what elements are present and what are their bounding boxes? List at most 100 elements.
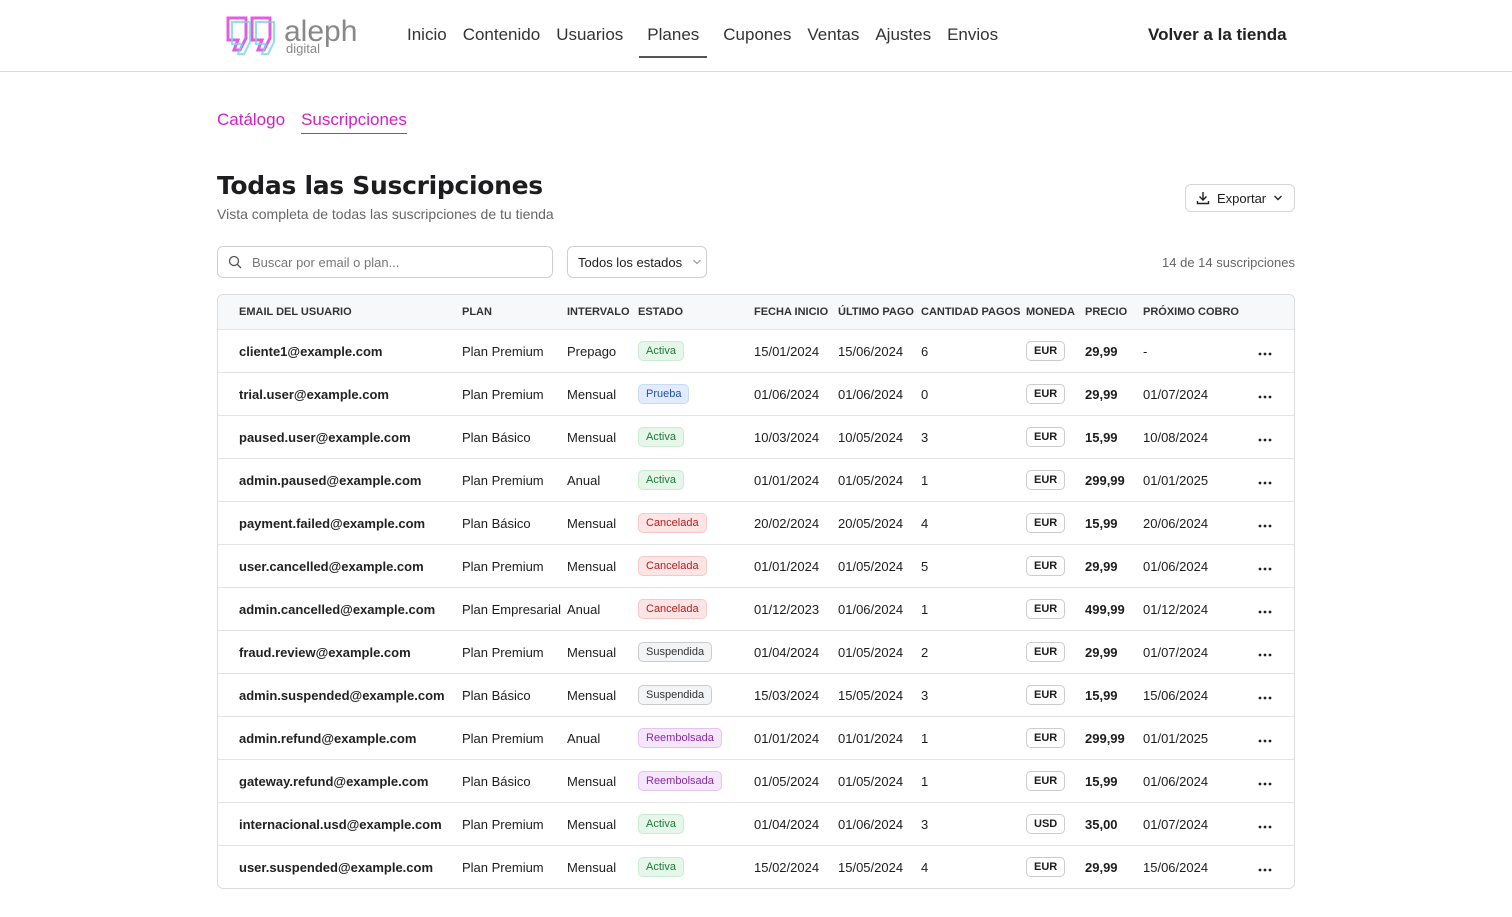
cell-text: 01/07/2024 [1143, 386, 1209, 402]
more-icon [1258, 739, 1272, 742]
cell-text: 20/02/2024 [754, 515, 820, 531]
cell-text: 29,99 [1085, 343, 1118, 359]
nav-link[interactable]: Envios [947, 25, 999, 44]
table-cell: EUR [1026, 427, 1085, 447]
table-cell: 01/12/2023 [754, 602, 838, 617]
row-actions[interactable] [1258, 516, 1294, 531]
row-actions[interactable] [1258, 602, 1294, 617]
cell-text: 01/07/2024 [1143, 816, 1209, 832]
result-count: 14 de 14 suscripciones [1162, 255, 1295, 270]
row-actions[interactable] [1258, 731, 1294, 746]
table-cell: 01/01/2024 [754, 731, 838, 746]
table-cell: Plan Premium [462, 645, 567, 660]
search-input[interactable]: Buscar por email o plan... [217, 246, 553, 278]
more-icon [1258, 481, 1272, 484]
more-icon [1258, 696, 1272, 699]
status-badge: Suspendida [638, 685, 713, 705]
table-cell: 4 [921, 860, 1026, 875]
cell-text: 1 [921, 472, 929, 488]
status-badge: Activa [638, 427, 684, 447]
column-header: ESTADO [638, 306, 684, 318]
table-cell: Cancelada [638, 599, 754, 619]
table-cell: user.suspended@example.com [239, 860, 462, 875]
table-row: cliente1@example.com Plan Premium Prepago A… [218, 329, 1294, 372]
currency-badge: EUR [1026, 642, 1066, 662]
column-header: FECHA INICIO [754, 306, 829, 318]
tabs: Catálogo Suscripciones [217, 110, 407, 134]
table-row: admin.suspended@example.com Plan Básico Me… [218, 673, 1294, 716]
table-cell: 15/03/2024 [754, 688, 838, 703]
back-link[interactable]: Volver a la tienda [1148, 25, 1287, 44]
column-header: ÚLTIMO PAGO [838, 306, 914, 318]
more-icon [1258, 868, 1272, 871]
table-cell: gateway.refund@example.com [239, 774, 462, 789]
nav-link[interactable]: Usuarios [556, 25, 624, 44]
table-cell: Plan Premium [462, 344, 567, 359]
table-row: user.suspended@example.com Plan Premium Me… [218, 845, 1294, 888]
table-cell: Cancelada [638, 513, 754, 533]
table-cell: EUR [1026, 685, 1085, 705]
nav-link[interactable]: Planes [639, 0, 708, 72]
row-actions[interactable] [1258, 344, 1294, 359]
page-title: Todas las Suscripciones [217, 171, 543, 200]
cell-text: 01/07/2024 [1143, 644, 1209, 660]
table-cell: Plan Premium [462, 387, 567, 402]
table-cell: EUR [1026, 470, 1085, 490]
table-cell: Plan Básico [462, 430, 567, 445]
table-cell: 299,99 [1085, 473, 1143, 488]
user-email: trial.user@example.com [239, 386, 389, 402]
export-button[interactable]: Exportar [1185, 184, 1295, 212]
table-cell: 20/05/2024 [838, 516, 921, 531]
main-nav: Inicio Contenido Usuarios Planes Cupones Vent… [399, 0, 1006, 72]
table-cell: Anual [567, 731, 638, 746]
table-cell: Plan Premium [462, 559, 567, 574]
row-actions[interactable] [1258, 860, 1294, 875]
cell-text: 01/06/2024 [838, 816, 904, 832]
nav-link[interactable]: Inicio [407, 25, 447, 44]
status-select[interactable]: Todos los estados [567, 246, 707, 278]
row-actions[interactable] [1258, 430, 1294, 445]
currency-badge: EUR [1026, 384, 1066, 404]
row-actions[interactable] [1258, 774, 1294, 789]
currency-badge: EUR [1026, 857, 1066, 877]
logo-name: aleph [284, 15, 357, 48]
cell-text: 15,99 [1085, 687, 1118, 703]
table-cell: EUR [1026, 599, 1085, 619]
nav-link[interactable]: Contenido [462, 25, 541, 44]
row-actions[interactable] [1258, 559, 1294, 574]
cell-text: Anual [567, 601, 601, 617]
nav-link[interactable]: Ajustes [875, 25, 932, 44]
currency-badge: EUR [1026, 685, 1066, 705]
cell-text: Mensual [567, 773, 617, 789]
currency-badge: EUR [1026, 728, 1066, 748]
row-actions[interactable] [1258, 688, 1294, 703]
row-actions[interactable] [1258, 473, 1294, 488]
currency-badge: USD [1026, 814, 1066, 834]
table-cell: Activa [638, 341, 754, 361]
more-icon [1258, 524, 1272, 527]
table-cell: 15/05/2024 [838, 860, 921, 875]
nav-link[interactable]: Ventas [807, 25, 860, 44]
tab[interactable]: Suscripciones [301, 110, 407, 134]
table-cell: Cancelada [638, 556, 754, 576]
table-cell: 01/07/2024 [1143, 387, 1258, 402]
row-actions[interactable] [1258, 387, 1294, 402]
table-row: admin.refund@example.com Plan Premium Anua… [218, 716, 1294, 759]
table-cell: Activa [638, 814, 754, 834]
table-cell: Prepago [567, 344, 638, 359]
table-cell: Plan Básico [462, 516, 567, 531]
cell-text: 15/02/2024 [754, 859, 820, 875]
row-actions[interactable] [1258, 645, 1294, 660]
table-cell: 01/01/2025 [1143, 473, 1258, 488]
nav-link[interactable]: Cupones [723, 25, 792, 44]
tab[interactable]: Catálogo [217, 110, 286, 129]
table-row: internacional.usd@example.com Plan Premiu… [218, 802, 1294, 845]
row-actions[interactable] [1258, 817, 1294, 832]
table-cell: 01/06/2024 [838, 387, 921, 402]
download-icon [1196, 192, 1210, 205]
status-select-label: Todos los estados [578, 254, 683, 270]
table-cell: Mensual [567, 387, 638, 402]
table-cell: 01/06/2024 [1143, 559, 1258, 574]
